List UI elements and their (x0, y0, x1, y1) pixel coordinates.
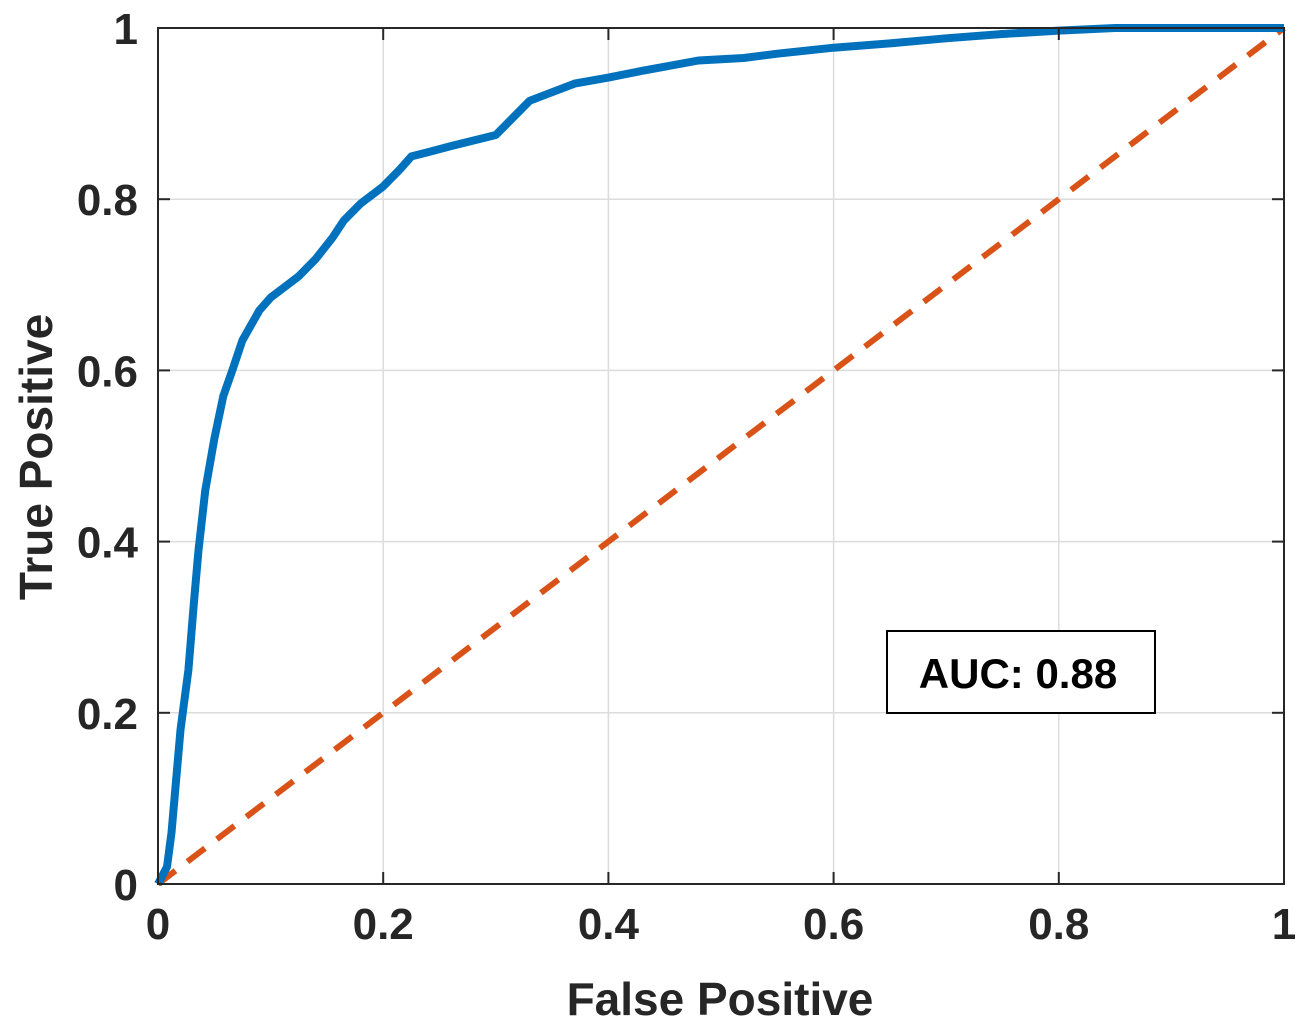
x-tick-label: 0 (146, 900, 170, 949)
auc-annotation-box (886, 630, 1156, 714)
auc-annotation-text: AUC: 0.88 (919, 650, 1117, 697)
x-axis-title: False Positive (567, 973, 874, 1022)
axis-ticks: 0 0.2 0.4 0.6 0.8 1 0 0.2 0.4 0.6 0.8 1 (77, 5, 1296, 949)
x-tick-label: 0.8 (1028, 900, 1089, 949)
plot-frame (157, 27, 1285, 885)
y-tick-label: 0.8 (77, 176, 138, 225)
y-tick-label: 0 (114, 861, 138, 910)
y-tick-label: 0.6 (77, 347, 138, 396)
y-axis-title: True Positive (10, 314, 62, 600)
auc-annotation: AUC: 0.88 (886, 630, 1156, 714)
y-tick-label: 0.2 (77, 690, 138, 739)
y-tick-label: 0.4 (77, 519, 139, 568)
x-tick-label: 0.6 (803, 900, 864, 949)
x-tick-label: 0.2 (353, 900, 414, 949)
x-tick-label: 1 (1272, 900, 1296, 949)
reference-diagonal-line (156, 25, 1286, 887)
x-tick-label: 0.4 (578, 900, 640, 949)
series-layer (154, 24, 1286, 887)
roc-curve-line (154, 24, 1284, 886)
y-tick-label: 1 (114, 5, 138, 54)
